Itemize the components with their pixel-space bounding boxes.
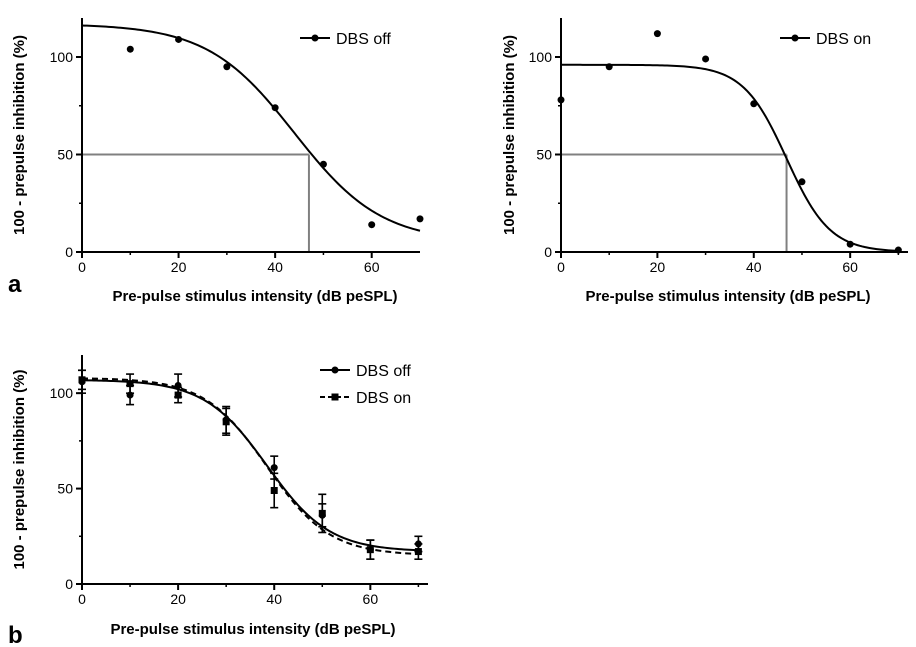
legend-label: DBS on <box>356 390 411 407</box>
data-point <box>318 509 326 517</box>
data-point <box>126 380 134 388</box>
y-tick-label: 50 <box>57 481 73 497</box>
fit-curve-dbs-off <box>81 24 421 232</box>
data-point <box>557 96 565 104</box>
legend-label: DBS off <box>356 363 411 380</box>
x-tick-label: 20 <box>650 259 666 275</box>
legend-marker <box>791 34 799 42</box>
x-tick-label: 20 <box>170 591 186 607</box>
x-tick-label: 0 <box>557 259 565 275</box>
y-tick-label: 0 <box>65 244 73 260</box>
data-point <box>223 63 231 71</box>
chart-a-right: 0 50 100 0 20 40 60 Pre-pulse stimulus intensit… <box>501 18 908 305</box>
x-tick-label: 40 <box>266 591 282 607</box>
legend-marker <box>331 393 339 401</box>
y-tick-label: 100 <box>50 49 74 65</box>
data-point <box>653 30 661 38</box>
y-tick-label: 100 <box>50 385 74 401</box>
data-point <box>368 221 376 229</box>
x-tick-label: 0 <box>78 591 86 607</box>
x-axis-title: Pre-pulse stimulus intensity (dB peSPL) <box>112 288 397 305</box>
data-point <box>416 215 424 223</box>
x-tick-label: 40 <box>267 259 283 275</box>
data-point <box>271 104 279 112</box>
data-point <box>605 63 613 71</box>
y-axis-title: 100 - prepulse inhibition (%) <box>11 35 28 235</box>
x-tick-label: 20 <box>171 259 187 275</box>
chart-a-left: 0 50 100 0 20 40 60 Pre-pulse stimulus intensit… <box>11 18 424 305</box>
x-axis-title: Pre-pulse stimulus intensity (dB peSPL) <box>110 621 395 638</box>
data-point <box>174 391 182 399</box>
data-point <box>270 486 278 494</box>
fit-curve-dbs-on <box>561 63 899 252</box>
data-point <box>414 548 422 556</box>
data-point <box>126 45 134 53</box>
data-point <box>270 464 278 472</box>
data-point <box>798 178 806 186</box>
data-point <box>846 240 854 248</box>
panel-label-b: b <box>8 622 23 647</box>
x-tick-label: 60 <box>363 591 379 607</box>
x-axis-title: Pre-pulse stimulus intensity (dB peSPL) <box>585 288 870 305</box>
chart-b: 0 50 100 0 20 40 60 Pre-pulse stimulus intensit… <box>11 355 428 638</box>
data-point <box>366 546 374 554</box>
data-point <box>175 35 183 43</box>
data-point <box>750 100 758 108</box>
x-tick-label: 0 <box>78 259 86 275</box>
x-tick-label: 40 <box>746 259 762 275</box>
panel-label-a: a <box>8 271 22 298</box>
legend-label: DBS on <box>816 31 871 48</box>
y-axis-title: 100 - prepulse inhibition (%) <box>11 369 28 569</box>
x-tick-label: 60 <box>842 259 858 275</box>
y-tick-label: 100 <box>529 49 553 65</box>
y-tick-label: 50 <box>536 147 552 163</box>
y-tick-label: 0 <box>544 244 552 260</box>
data-point <box>702 55 710 63</box>
y-tick-label: 0 <box>65 576 73 592</box>
legend-marker <box>311 34 319 42</box>
data-point <box>78 376 86 384</box>
x-tick-label: 60 <box>364 259 380 275</box>
data-point <box>222 418 230 426</box>
data-point <box>894 246 902 254</box>
legend-label: DBS off <box>336 31 391 48</box>
fit-curve-dbs-off <box>81 379 419 552</box>
y-tick-label: 50 <box>57 147 73 163</box>
y-axis-title: 100 - prepulse inhibition (%) <box>501 35 518 235</box>
legend-marker <box>331 366 339 374</box>
data-point <box>319 160 327 168</box>
